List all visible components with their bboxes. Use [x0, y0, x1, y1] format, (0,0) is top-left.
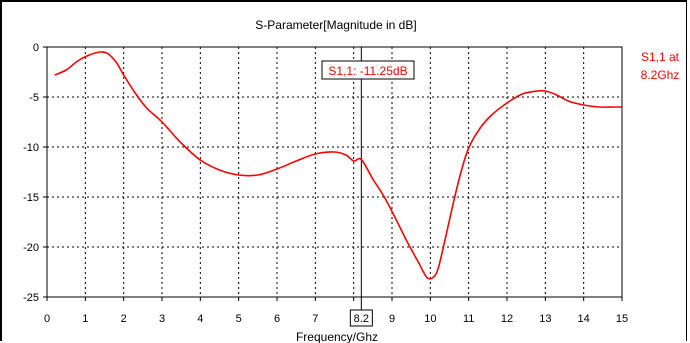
- y-tick-label: -5: [29, 92, 39, 104]
- legend: S1,1 at 8.2Ghz: [641, 50, 680, 82]
- legend-line-1: S1,1 at: [641, 50, 680, 64]
- x-tick-label: 0: [44, 313, 50, 325]
- x-tick-label: 15: [616, 313, 628, 325]
- chart-title: S-Parameter[Magnitude in dB]: [255, 18, 416, 32]
- marker-x-box: [349, 309, 373, 327]
- x-axis-ticks: 0123456789101112131415: [44, 297, 628, 325]
- legend-line-2: 8.2Ghz: [641, 68, 680, 82]
- x-tick-label: 10: [424, 313, 436, 325]
- x-tick-label: 7: [312, 313, 318, 325]
- x-tick-label: 9: [389, 313, 395, 325]
- y-tick-label: 0: [33, 42, 39, 54]
- y-tick-label: -10: [23, 142, 39, 154]
- y-tick-label: -20: [23, 242, 39, 254]
- y-tick-label: -25: [23, 292, 39, 304]
- x-tick-label: 6: [274, 313, 280, 325]
- s11-curve: [54, 51, 622, 280]
- x-tick-label: 1: [82, 313, 88, 325]
- x-tick-label: 2: [121, 313, 127, 325]
- marker-readout-box: S1,1: -11.25dB: [321, 60, 415, 80]
- x-tick-label: 3: [159, 313, 165, 325]
- plot-area: [46, 46, 623, 298]
- marker-x-label: 8.2: [349, 309, 373, 327]
- readout-box: [321, 60, 415, 80]
- x-tick-label: 11: [463, 313, 474, 325]
- y-tick-label: -15: [23, 192, 39, 204]
- grid-lines: [47, 47, 622, 297]
- x-axis-label: Frequency/Ghz: [296, 330, 378, 343]
- x-tick-label: 12: [501, 313, 513, 325]
- x-tick-label: 5: [236, 313, 242, 325]
- readout-text: S1,1: -11.25dB: [328, 64, 407, 78]
- x-tick-label: 13: [539, 313, 551, 325]
- y-axis-ticks: 0 -5 -10 -15 -20 -25: [23, 42, 47, 304]
- x-tick-label: 14: [578, 313, 590, 325]
- marker-x-value: 8.2: [354, 313, 369, 325]
- x-tick-label: 4: [197, 313, 203, 325]
